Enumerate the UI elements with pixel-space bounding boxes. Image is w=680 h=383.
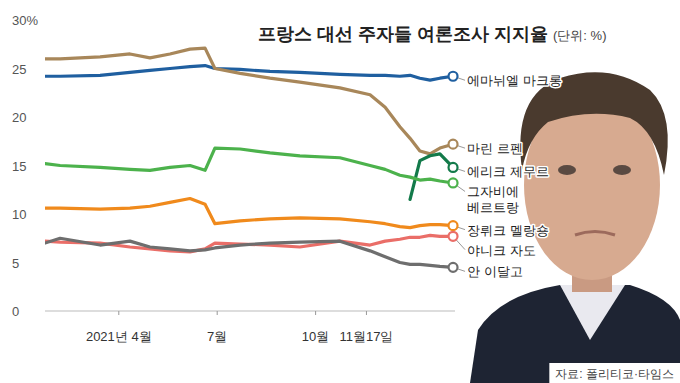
x-axis: 2021년 4월 7월 10월 11월17일 — [45, 311, 455, 344]
y-tick-label: 0 — [12, 304, 19, 319]
series-label: 안 이달고 — [467, 264, 523, 279]
series-label: 장뤼크 멜랑숑 — [467, 223, 549, 238]
y-axis: 0 5 10 15 20 25 30% — [12, 13, 38, 319]
portrait-eye — [558, 165, 576, 175]
series-label-line: 그자비에 — [467, 184, 519, 199]
y-tick-label: 15 — [12, 159, 26, 174]
y-tick-label: 25 — [12, 62, 26, 77]
series-line — [45, 148, 453, 183]
portrait-suit — [470, 285, 680, 383]
series-line — [45, 198, 453, 227]
chart-svg: 프랑스 대선 주자들 여론조사 지지율 (단위: %) 0 5 10 15 20 25 30% 2… — [0, 0, 680, 383]
x-axis-line — [45, 311, 455, 312]
x-tick — [118, 311, 119, 315]
series-label: 야니크 자도 — [467, 243, 536, 258]
x-tick-label: 2021년 4월 — [86, 329, 152, 344]
end-marker — [449, 72, 458, 81]
subtitle: (단위: %) — [553, 28, 606, 43]
end-marker — [449, 163, 458, 172]
source-bg — [549, 363, 680, 383]
y-tick-label: 10 — [12, 207, 26, 222]
end-marker — [449, 221, 458, 230]
series-label-line: 장뤼크 멜랑숑 — [467, 223, 549, 238]
end-marker — [449, 263, 458, 272]
y-tick-label: 20 — [12, 110, 26, 125]
end-marker — [449, 178, 458, 187]
series-line — [45, 66, 453, 81]
y-tick-label: 30% — [12, 13, 38, 28]
portrait-eye — [613, 165, 631, 175]
series-label-line: 야니크 자도 — [467, 243, 536, 258]
series-label-line: 에마뉘엘 마크롱 — [467, 73, 562, 88]
end-marker — [449, 232, 458, 241]
portrait-shirt — [560, 285, 625, 340]
end-marker — [449, 140, 458, 149]
series-label: 에마뉘엘 마크롱 — [467, 73, 562, 88]
background — [0, 0, 680, 383]
series-line — [45, 238, 453, 267]
series-label: 에리크 제무르 — [467, 164, 549, 179]
lines — [45, 48, 453, 267]
x-tick — [315, 311, 316, 315]
x-tick-label: 11월17일 — [339, 329, 393, 344]
title: 프랑스 대선 주자들 여론조사 지지율 — [258, 24, 548, 44]
series-label-line: 에리크 제무르 — [467, 164, 549, 179]
portrait-mouth — [575, 232, 615, 236]
x-tick-label: 10월 — [302, 329, 329, 344]
series-line — [410, 154, 453, 200]
x-tick-label: 7월 — [207, 329, 227, 344]
x-tick — [217, 311, 218, 315]
y-tick-label: 5 — [12, 256, 19, 271]
series-label: 마린 르펜 — [467, 141, 523, 156]
series-label: 그자비에베르트랑 — [467, 184, 519, 215]
source: 자료: 폴리티코·타임스 — [555, 367, 674, 381]
series-line — [45, 48, 453, 154]
series-label-line: 마린 르펜 — [467, 141, 523, 156]
series-label-line: 베르트랑 — [467, 200, 519, 215]
labels: 에마뉘엘 마크롱마린 르펜에리크 제무르그자비에베르트랑장뤼크 멜랑숑야니크 자… — [449, 72, 562, 280]
series-label-line: 안 이달고 — [467, 264, 523, 279]
x-tick — [366, 311, 367, 315]
